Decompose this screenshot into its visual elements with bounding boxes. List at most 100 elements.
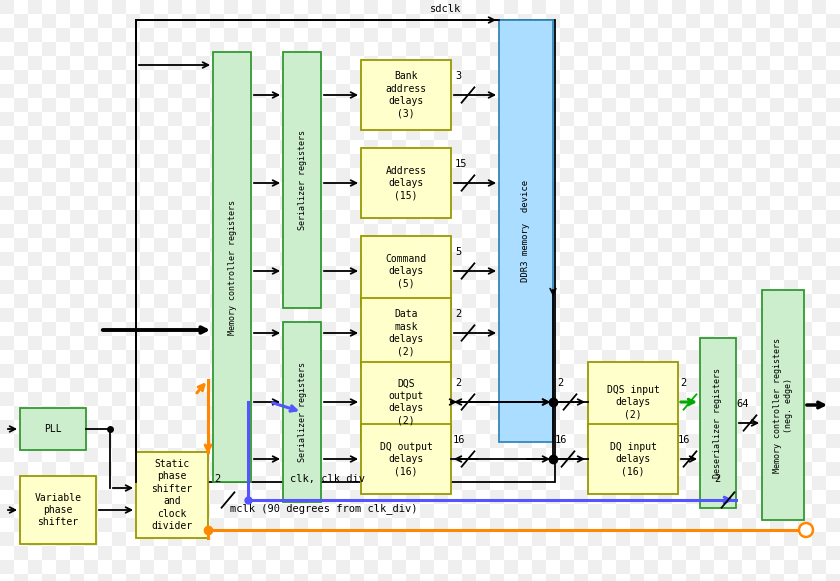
- Bar: [700, 476, 714, 490]
- Bar: [532, 28, 546, 42]
- Bar: [136, 452, 208, 538]
- Bar: [154, 210, 168, 224]
- Bar: [658, 350, 672, 364]
- Bar: [476, 336, 490, 350]
- Bar: [168, 308, 182, 322]
- Bar: [756, 168, 770, 182]
- Bar: [154, 238, 168, 252]
- Bar: [700, 0, 714, 14]
- Bar: [742, 70, 756, 84]
- Bar: [322, 126, 336, 140]
- Bar: [196, 56, 210, 70]
- Text: 2: 2: [455, 309, 461, 319]
- Bar: [168, 420, 182, 434]
- Bar: [336, 84, 350, 98]
- Bar: [224, 56, 238, 70]
- Bar: [756, 532, 770, 546]
- Bar: [14, 322, 28, 336]
- Bar: [140, 84, 154, 98]
- Bar: [252, 196, 266, 210]
- Bar: [826, 210, 840, 224]
- Bar: [784, 112, 798, 126]
- Bar: [798, 294, 812, 308]
- Bar: [406, 294, 420, 308]
- Bar: [322, 210, 336, 224]
- Bar: [378, 490, 392, 504]
- Bar: [812, 504, 826, 518]
- Bar: [70, 490, 84, 504]
- Bar: [224, 560, 238, 574]
- Bar: [154, 98, 168, 112]
- Bar: [504, 448, 518, 462]
- Bar: [126, 42, 140, 56]
- Bar: [462, 322, 476, 336]
- Bar: [322, 14, 336, 28]
- Bar: [420, 112, 434, 126]
- Bar: [770, 238, 784, 252]
- Bar: [42, 70, 56, 84]
- Bar: [126, 182, 140, 196]
- Bar: [126, 126, 140, 140]
- Bar: [154, 406, 168, 420]
- Bar: [196, 0, 210, 14]
- Bar: [532, 196, 546, 210]
- Bar: [42, 406, 56, 420]
- Bar: [588, 224, 602, 238]
- Bar: [728, 532, 742, 546]
- Bar: [826, 126, 840, 140]
- Bar: [588, 28, 602, 42]
- Bar: [532, 532, 546, 546]
- Bar: [434, 518, 448, 532]
- Bar: [644, 392, 658, 406]
- Bar: [182, 406, 196, 420]
- Bar: [784, 476, 798, 490]
- Bar: [588, 196, 602, 210]
- Bar: [686, 294, 700, 308]
- Bar: [518, 406, 532, 420]
- Text: clk, clk div: clk, clk div: [290, 474, 365, 484]
- Bar: [154, 546, 168, 560]
- Bar: [266, 42, 280, 56]
- Bar: [798, 378, 812, 392]
- Bar: [574, 378, 588, 392]
- Bar: [84, 56, 98, 70]
- Bar: [798, 70, 812, 84]
- Bar: [812, 112, 826, 126]
- Bar: [434, 210, 448, 224]
- Bar: [70, 350, 84, 364]
- Bar: [826, 266, 840, 280]
- Bar: [210, 462, 224, 476]
- Bar: [112, 140, 126, 154]
- Bar: [182, 266, 196, 280]
- Bar: [322, 462, 336, 476]
- Bar: [238, 294, 252, 308]
- Text: PLL: PLL: [45, 424, 62, 434]
- Bar: [420, 0, 434, 14]
- Bar: [518, 294, 532, 308]
- Bar: [361, 424, 451, 494]
- Bar: [420, 532, 434, 546]
- Bar: [154, 378, 168, 392]
- Bar: [140, 56, 154, 70]
- Bar: [84, 112, 98, 126]
- Bar: [98, 98, 112, 112]
- Bar: [499, 20, 553, 442]
- Bar: [644, 336, 658, 350]
- Text: DDR3 memory  device: DDR3 memory device: [522, 180, 531, 282]
- Bar: [70, 294, 84, 308]
- Bar: [294, 322, 308, 336]
- Bar: [294, 378, 308, 392]
- Bar: [420, 504, 434, 518]
- Bar: [434, 126, 448, 140]
- Bar: [504, 112, 518, 126]
- Bar: [770, 42, 784, 56]
- Bar: [84, 392, 98, 406]
- Bar: [308, 168, 322, 182]
- Bar: [98, 574, 112, 581]
- Bar: [588, 476, 602, 490]
- Bar: [294, 406, 308, 420]
- Bar: [644, 560, 658, 574]
- Bar: [504, 224, 518, 238]
- Bar: [140, 364, 154, 378]
- Bar: [196, 252, 210, 266]
